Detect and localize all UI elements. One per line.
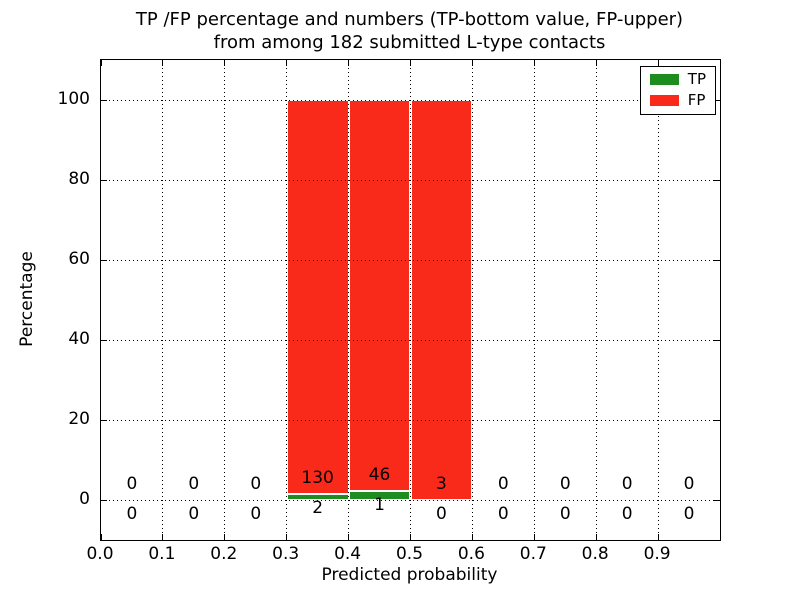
tick-mark <box>101 99 107 101</box>
tick-mark <box>471 60 473 66</box>
tick-mark <box>162 534 164 540</box>
y-tick-label: 100 <box>57 89 90 109</box>
plot-area: 0 0 0 0 0 0 130 2 46 1 3 0 0 0 0 0 0 0 0 0 TP FP <box>100 59 721 541</box>
tick-mark <box>657 60 659 66</box>
tick-mark <box>714 259 720 261</box>
legend-item-fp: FP <box>649 91 706 109</box>
x-tick-label: 0.4 <box>334 544 362 564</box>
gridline <box>471 60 473 540</box>
fp-count-label: 0 <box>683 474 695 494</box>
tick-mark <box>224 534 226 540</box>
tick-mark <box>101 419 107 421</box>
x-tick-label: 0.2 <box>210 544 238 564</box>
gridline <box>595 60 597 540</box>
tick-mark <box>714 499 720 501</box>
chart-title: TP /FP percentage and numbers (TP-bottom… <box>100 8 719 54</box>
y-axis-label: Percentage <box>17 251 37 347</box>
x-tick-label: 0.7 <box>519 544 547 564</box>
tick-mark <box>224 60 226 66</box>
fp-bar-segment <box>410 100 473 500</box>
tp-count-label: 0 <box>250 504 262 524</box>
fp-bar-segment <box>348 100 411 492</box>
x-tick-label: 0.6 <box>457 544 485 564</box>
tick-mark <box>714 419 720 421</box>
tp-count-label: 0 <box>188 504 200 524</box>
tp-count-label: 0 <box>436 504 447 524</box>
ticks-layer <box>100 60 720 540</box>
tick-mark <box>348 60 350 66</box>
tick-mark <box>657 534 659 540</box>
tick-mark <box>410 60 411 66</box>
fp-count-label: 0 <box>621 474 633 494</box>
tick-mark <box>533 60 535 66</box>
tick-mark <box>101 499 107 501</box>
grid-layer <box>101 60 720 540</box>
tp-count-label: 0 <box>683 504 695 524</box>
y-tick-label: 60 <box>68 249 90 269</box>
tp-legend-swatch-icon <box>649 74 679 85</box>
fp-bar-segment <box>286 100 349 494</box>
tick-mark <box>714 179 720 181</box>
tick-mark <box>286 534 288 540</box>
tick-mark <box>286 60 288 66</box>
bars-layer <box>101 60 720 540</box>
tp-count-label: 1 <box>374 495 385 516</box>
tick-mark <box>101 259 107 261</box>
fp-count-label: 0 <box>559 474 571 494</box>
x-tick-label: 0.3 <box>272 544 300 564</box>
x-tick-label: 0.1 <box>148 544 176 564</box>
tp-count-label: 2 <box>312 497 324 518</box>
x-tick-label: 0.8 <box>581 544 609 564</box>
fp-legend-label: FP <box>687 91 706 109</box>
gridline <box>533 60 535 540</box>
tick-mark <box>595 60 597 66</box>
tick-mark <box>348 534 350 540</box>
tick-mark <box>714 99 720 101</box>
tick-mark <box>714 339 720 341</box>
x-tick-label: 0.0 <box>86 544 114 564</box>
gridline <box>286 60 288 540</box>
tick-mark <box>595 534 597 540</box>
x-tick-label: 0.5 <box>395 544 424 564</box>
fp-legend-swatch-icon <box>649 95 679 106</box>
legend-item-tp: TP <box>649 70 706 88</box>
fp-count-label: 0 <box>126 474 138 494</box>
chart-title-line1: TP /FP percentage and numbers (TP-bottom… <box>135 9 684 30</box>
legend: TP FP <box>639 66 716 115</box>
tp-count-label: 0 <box>559 504 571 524</box>
x-tick-label: 0.9 <box>643 544 671 564</box>
gridline <box>657 60 659 540</box>
tick-mark <box>101 339 107 341</box>
fp-count-label: 130 <box>301 467 334 488</box>
tick-mark <box>410 534 411 540</box>
gridline <box>224 60 226 540</box>
y-tick-label: 80 <box>68 169 90 189</box>
tp-legend-label: TP <box>687 70 706 88</box>
tick-mark <box>533 534 535 540</box>
tick-mark <box>101 179 107 181</box>
tick-mark <box>162 60 164 66</box>
fp-count-label: 0 <box>250 474 262 494</box>
tick-mark <box>100 60 102 66</box>
x-axis-label: Predicted probability <box>321 565 498 585</box>
y-tick-label: 0 <box>79 489 90 509</box>
gridline <box>162 60 164 540</box>
tick-mark <box>471 534 473 540</box>
fp-count-label: 3 <box>436 474 447 494</box>
tp-count-label: 0 <box>621 504 633 524</box>
y-tick-label: 20 <box>68 409 90 429</box>
value-labels-layer: 0 0 0 0 0 0 130 2 46 1 3 0 0 0 0 0 0 0 0 0 <box>101 60 720 540</box>
tick-mark <box>100 534 102 540</box>
y-tick-label: 40 <box>68 329 90 349</box>
chart-title-line2: from among 182 submitted L-type contacts <box>213 32 606 53</box>
gridline <box>348 60 350 540</box>
fp-count-label: 46 <box>368 465 391 486</box>
fp-count-label: 0 <box>497 474 509 494</box>
tp-count-label: 0 <box>497 504 509 524</box>
gridline <box>410 60 411 540</box>
tp-count-label: 0 <box>126 504 138 524</box>
fp-count-label: 0 <box>188 474 200 494</box>
